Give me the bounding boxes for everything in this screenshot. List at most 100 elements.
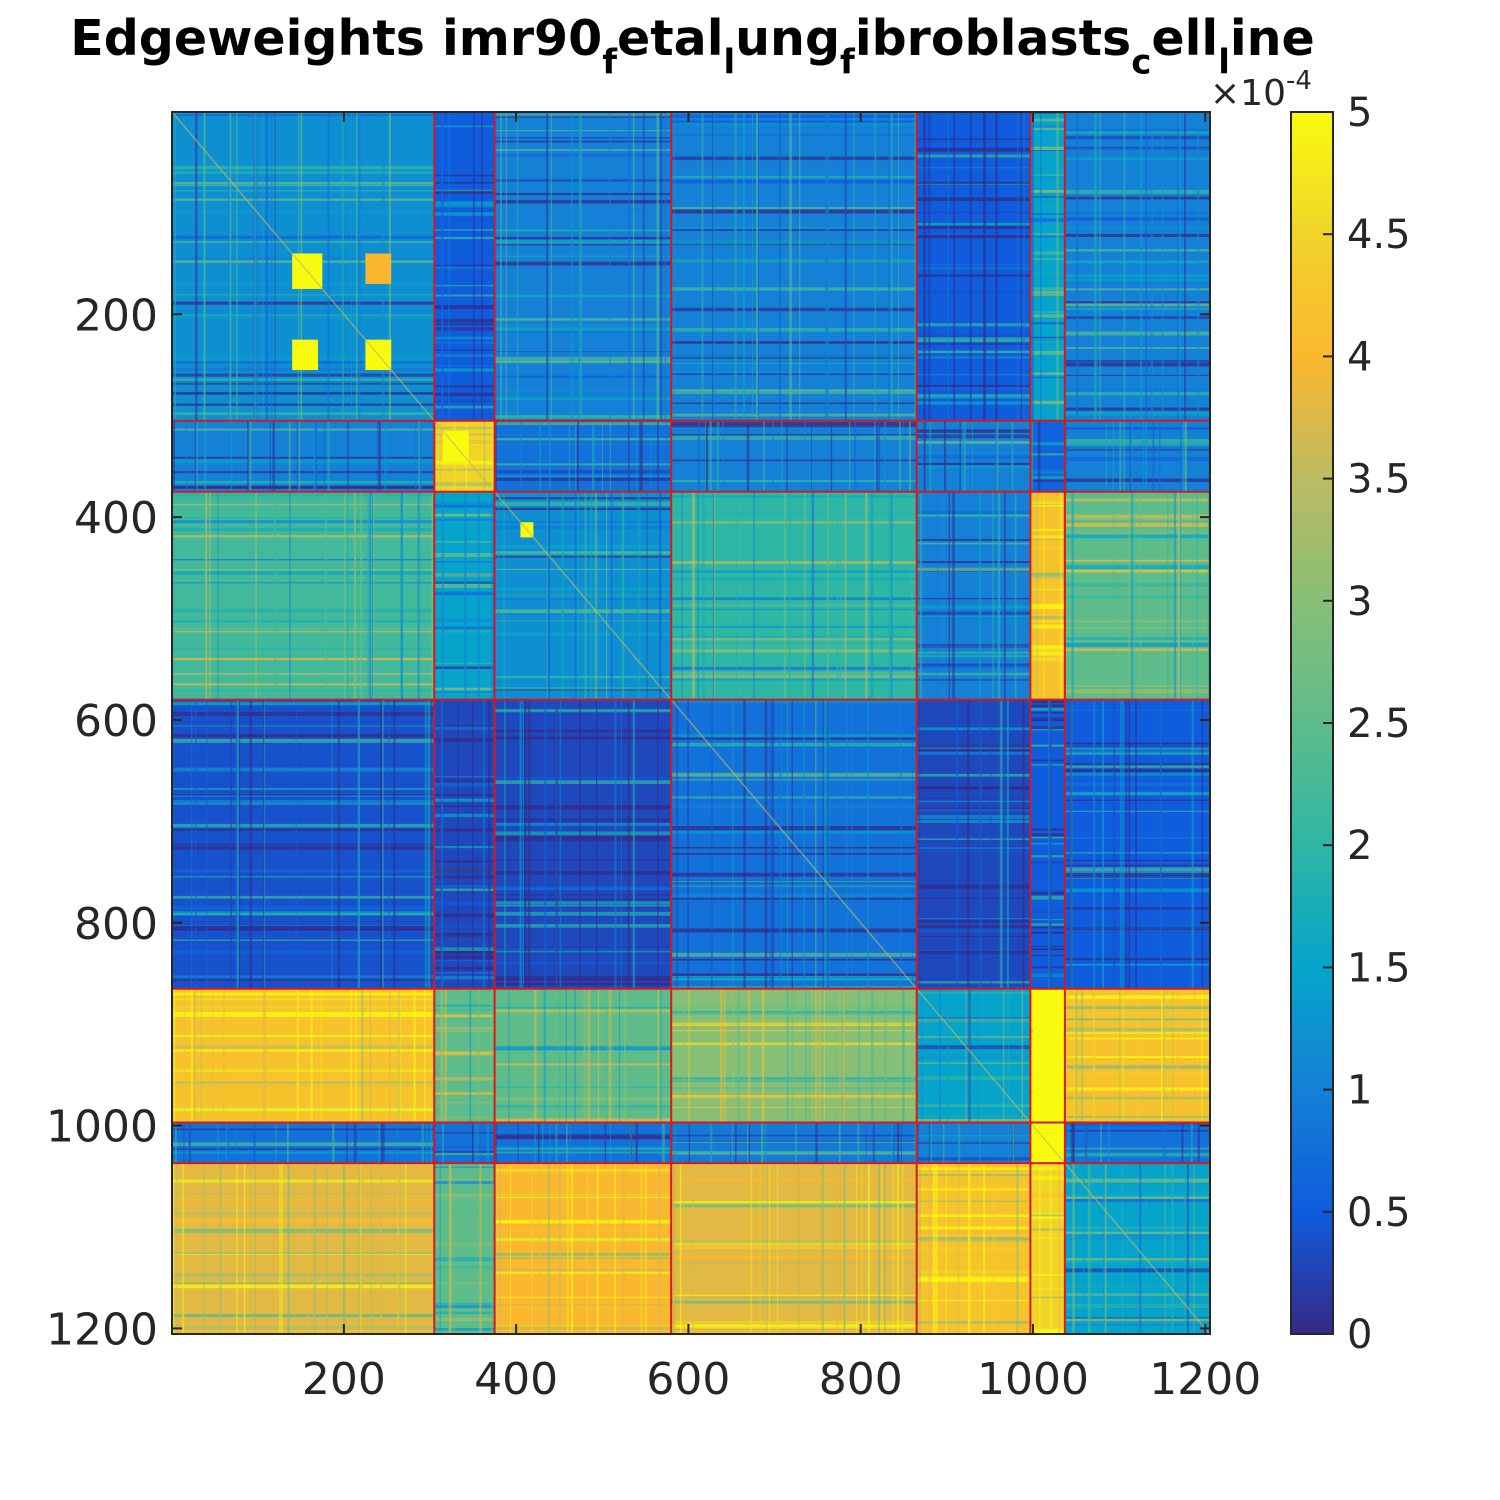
heatmap-stripe [1128, 491, 1131, 700]
heatmap-stripe [433, 1150, 495, 1153]
heatmap-stripe [650, 420, 652, 492]
heatmap-stripe [938, 988, 940, 1123]
heatmap-stripe [433, 626, 495, 631]
heatmap-stripe [1064, 316, 1210, 320]
heatmap-stripe [916, 797, 1030, 799]
heatmap-stripe [1029, 1194, 1065, 1196]
heatmap-stripe [527, 699, 531, 989]
heatmap-stripe [673, 112, 675, 421]
heatmap-stripe [494, 318, 671, 321]
heatmap-stripe [1064, 995, 1210, 1000]
heatmap-stripe [494, 870, 671, 875]
heatmap-stripe [399, 988, 402, 1123]
heatmap-stripe [433, 885, 495, 888]
heatmap-stripe [683, 988, 686, 1123]
heatmap-stripe [494, 1147, 671, 1151]
heatmap-stripe [670, 226, 917, 230]
heatmap-stripe [916, 1214, 1030, 1218]
heatmap-stripe [196, 420, 198, 492]
heatmap-stripe [421, 1122, 424, 1163]
heatmap-stripe [670, 355, 917, 358]
heatmap-cells [171, 112, 1211, 1336]
heatmap-stripe [1064, 412, 1210, 415]
heatmap-stripe [903, 420, 905, 492]
heatmap-stripe [494, 236, 671, 240]
heatmap-stripe [916, 183, 1030, 185]
heatmap-stripe [314, 420, 318, 492]
heatmap-stripe [1064, 1198, 1210, 1202]
heatmap-stripe [763, 420, 765, 492]
heatmap-stripe [1029, 1166, 1065, 1168]
heatmap-stripe [343, 491, 346, 700]
heatmap-stripe [1029, 339, 1065, 341]
heatmap-stripe [670, 570, 917, 573]
heatmap-stripe [494, 1325, 671, 1327]
heatmap-stripe [670, 1077, 917, 1080]
heatmap-stripe [494, 327, 671, 331]
heatmap-stripe [1029, 314, 1065, 316]
heatmap-stripe [670, 307, 917, 312]
heatmap-stripe [172, 559, 434, 561]
heatmap-stripe [916, 1062, 1030, 1065]
heatmap-stripe [865, 491, 868, 700]
heatmap-stripe [469, 988, 472, 1123]
heatmap-stripe [494, 961, 671, 966]
heatmap-stripe [961, 420, 964, 492]
heatmap-stripe [488, 699, 491, 989]
heatmap-stripe [670, 495, 917, 498]
heatmap-stripe [858, 988, 860, 1123]
heatmap-stripe [943, 420, 947, 492]
heatmap-stripe [472, 112, 475, 421]
heatmap-stripe [172, 1162, 175, 1333]
heatmap-stripe [567, 1162, 569, 1333]
heatmap-stripe [433, 364, 495, 367]
heatmap-stripe [878, 1162, 880, 1333]
heatmap-stripe [1171, 988, 1174, 1123]
heatmap-stripe [172, 181, 434, 185]
heatmap-stripe [1064, 620, 1210, 622]
heatmap-stripe [433, 1092, 495, 1095]
heatmap-stripe [670, 1300, 917, 1304]
heatmap-stripe [1029, 861, 1065, 865]
heatmap-stripe [583, 988, 586, 1123]
heatmap-stripe [643, 112, 645, 421]
heatmap-stripe [1071, 1122, 1074, 1163]
heatmap-stripe [967, 699, 970, 989]
heatmap-stripe [670, 978, 917, 981]
heatmap-stripe [670, 287, 917, 291]
heatmap-stripe [762, 988, 765, 1123]
heatmap-stripe [622, 1162, 625, 1333]
heatmap-stripe [172, 767, 434, 772]
heatmap-stripe [1003, 491, 1006, 700]
heatmap-stripe [172, 230, 434, 233]
heatmap-stripe [172, 975, 434, 979]
heatmap-stripe [172, 1015, 434, 1017]
heatmap-stripe [776, 1162, 779, 1333]
heatmap-stripe [433, 1051, 495, 1056]
heatmap-stripe [172, 721, 434, 726]
heatmap-stripe [911, 491, 913, 700]
heatmap-stripe [823, 988, 825, 1123]
heatmap-stripe [1064, 274, 1210, 278]
heatmap-stripe [494, 323, 671, 327]
heatmap-stripe [585, 988, 587, 1123]
heatmap-stripe [759, 1162, 761, 1333]
heatmap-stripe [494, 555, 671, 558]
colorbar-tick-label: 4.5 [1347, 212, 1411, 258]
heatmap-stripe [827, 699, 829, 989]
heatmap-stripe [610, 491, 613, 700]
heatmap-stripe [495, 1122, 498, 1163]
heatmap-stripe [494, 1219, 671, 1224]
heatmap-stripe [602, 420, 604, 492]
heatmap-stripe [1029, 157, 1065, 160]
heatmap-stripe [1064, 211, 1210, 215]
heatmap-stripe [1029, 717, 1065, 722]
heatmap-stripe [657, 988, 660, 1123]
heatmap-stripe [670, 598, 917, 600]
heatmap-stripe [1029, 126, 1065, 130]
heatmap-stripe [172, 939, 434, 941]
heatmap-stripe [670, 209, 917, 212]
heatmap-stripe [611, 988, 613, 1123]
heatmap-stripe [791, 699, 793, 989]
heatmap-stripe [440, 988, 443, 1123]
